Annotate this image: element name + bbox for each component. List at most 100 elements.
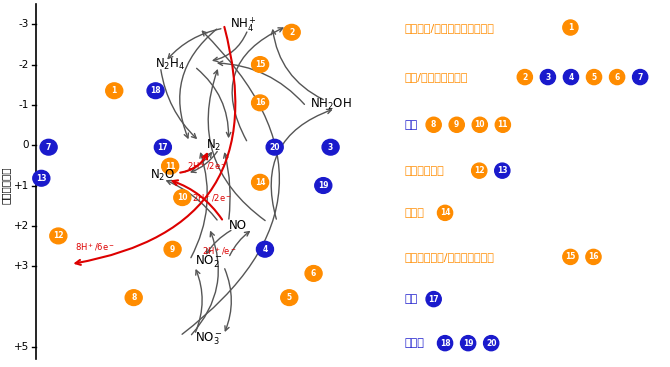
Text: 15: 15 <box>565 252 576 261</box>
FancyArrowPatch shape <box>224 153 230 219</box>
FancyArrowPatch shape <box>230 232 249 255</box>
Text: 19: 19 <box>463 339 474 348</box>
FancyArrowPatch shape <box>224 269 231 331</box>
FancyArrowPatch shape <box>161 70 196 138</box>
Text: アナモックス/ヒドラジン酸化: アナモックス/ヒドラジン酸化 <box>404 252 494 262</box>
Text: NO: NO <box>229 219 247 232</box>
FancyArrowPatch shape <box>167 181 217 220</box>
Ellipse shape <box>257 241 273 257</box>
Text: 16: 16 <box>255 98 265 107</box>
Text: -2: -2 <box>19 59 29 69</box>
Ellipse shape <box>50 228 67 244</box>
Text: 2: 2 <box>289 28 294 37</box>
Text: NO$_2^-$: NO$_2^-$ <box>195 254 223 270</box>
Ellipse shape <box>484 335 498 351</box>
Text: N$_2$: N$_2$ <box>206 138 222 153</box>
Text: 4: 4 <box>263 245 267 254</box>
Ellipse shape <box>252 95 269 111</box>
FancyArrowPatch shape <box>191 153 207 258</box>
Text: 窒素固定/ハーバーボッシュ法: 窒素固定/ハーバーボッシュ法 <box>404 22 494 33</box>
Text: 20: 20 <box>486 339 496 348</box>
Text: 8H$^+$/6e$^-$: 8H$^+$/6e$^-$ <box>75 241 115 252</box>
Text: 19: 19 <box>318 181 328 190</box>
Ellipse shape <box>438 205 453 221</box>
FancyArrowPatch shape <box>192 232 218 335</box>
Text: NH$_2$OH: NH$_2$OH <box>310 97 352 112</box>
FancyArrowPatch shape <box>173 180 222 219</box>
Text: 16: 16 <box>588 252 599 261</box>
Text: 1: 1 <box>112 86 117 95</box>
Ellipse shape <box>305 266 322 281</box>
Text: 不均化: 不均化 <box>404 208 424 218</box>
Ellipse shape <box>495 117 511 132</box>
Ellipse shape <box>438 335 453 351</box>
Text: +3: +3 <box>14 261 29 271</box>
FancyArrowPatch shape <box>208 70 265 221</box>
FancyArrowPatch shape <box>196 270 202 332</box>
Ellipse shape <box>106 83 123 99</box>
Ellipse shape <box>161 158 179 174</box>
FancyArrowPatch shape <box>168 29 221 58</box>
FancyArrowPatch shape <box>232 28 283 141</box>
Text: 12: 12 <box>53 232 64 240</box>
Text: 13: 13 <box>497 166 508 175</box>
Text: 10: 10 <box>177 193 188 202</box>
FancyArrowPatch shape <box>182 31 279 334</box>
Text: 20: 20 <box>269 143 280 152</box>
Text: 13: 13 <box>36 174 47 183</box>
FancyArrowPatch shape <box>271 109 332 219</box>
Ellipse shape <box>586 69 602 85</box>
Text: 12: 12 <box>474 166 484 175</box>
Ellipse shape <box>472 117 487 132</box>
Text: 脱窒: 脱窒 <box>404 120 417 130</box>
Text: -1: -1 <box>19 100 29 110</box>
Text: 6: 6 <box>311 269 316 278</box>
Ellipse shape <box>281 290 297 305</box>
Text: 0: 0 <box>23 140 29 150</box>
Text: 1: 1 <box>567 23 573 32</box>
Text: 窒素の酸化数: 窒素の酸化数 <box>1 167 11 204</box>
Text: NH$_4^+$: NH$_4^+$ <box>230 15 257 34</box>
Text: 2H$^+$/2e$^-$: 2H$^+$/2e$^-$ <box>192 193 232 204</box>
Ellipse shape <box>449 117 464 132</box>
Text: N$_2$H$_4$: N$_2$H$_4$ <box>155 57 186 72</box>
FancyArrowPatch shape <box>180 29 216 138</box>
Text: -3: -3 <box>19 19 29 29</box>
Text: +5: +5 <box>14 342 29 352</box>
FancyArrowPatch shape <box>213 32 247 62</box>
FancyArrowPatch shape <box>271 30 323 99</box>
Ellipse shape <box>33 170 50 186</box>
Text: 6: 6 <box>614 73 620 81</box>
Text: N$_2$O: N$_2$O <box>150 168 176 183</box>
Text: 還元: 還元 <box>404 294 417 304</box>
Ellipse shape <box>283 24 300 40</box>
Ellipse shape <box>563 20 578 35</box>
Ellipse shape <box>322 139 339 155</box>
Ellipse shape <box>610 69 624 85</box>
Text: 2H$^+$/2e$^-$: 2H$^+$/2e$^-$ <box>187 160 227 172</box>
Text: 7: 7 <box>46 143 52 152</box>
Text: 18: 18 <box>150 86 161 95</box>
Text: 17: 17 <box>428 295 439 304</box>
Text: 祈化/オストワルド法: 祈化/オストワルド法 <box>404 72 468 82</box>
Ellipse shape <box>315 178 332 193</box>
Ellipse shape <box>125 290 142 305</box>
FancyArrowPatch shape <box>191 152 217 172</box>
Ellipse shape <box>252 174 269 190</box>
Text: その他: その他 <box>404 338 424 348</box>
Text: 9: 9 <box>454 120 460 129</box>
Text: 4: 4 <box>568 73 574 81</box>
FancyArrowPatch shape <box>218 61 304 104</box>
Ellipse shape <box>266 139 283 155</box>
Ellipse shape <box>632 69 648 85</box>
Text: 2H$^+$/e$^-$: 2H$^+$/e$^-$ <box>202 245 237 257</box>
Ellipse shape <box>563 249 578 265</box>
Text: 3: 3 <box>328 143 333 152</box>
Ellipse shape <box>517 69 533 85</box>
Text: 18: 18 <box>440 339 450 348</box>
Ellipse shape <box>494 163 510 178</box>
FancyArrowPatch shape <box>185 153 212 172</box>
Ellipse shape <box>252 57 269 72</box>
FancyArrowPatch shape <box>180 154 207 172</box>
Ellipse shape <box>164 241 181 257</box>
